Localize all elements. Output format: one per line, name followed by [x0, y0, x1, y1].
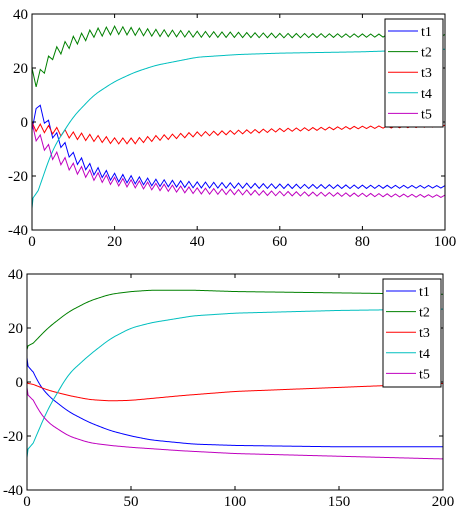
x-tick-label: 80 [355, 234, 370, 250]
x-tick-label: 20 [107, 234, 122, 250]
series-line-t4 [27, 308, 443, 458]
series-line-t3 [32, 121, 445, 145]
y-tick-label: -20 [8, 169, 28, 185]
y-tick-label: 20 [13, 61, 28, 77]
x-tick-label: 0 [23, 494, 31, 510]
series-group [32, 24, 445, 209]
legend-label-t4: t4 [419, 347, 430, 362]
legend: t1 t2 t3 t4 t5 [384, 18, 444, 128]
legend-box [384, 18, 444, 128]
x-tick-label: 40 [190, 234, 205, 250]
series-line-t5 [27, 387, 443, 460]
y-tick-label: -40 [3, 483, 23, 499]
axes-frame [31, 13, 446, 231]
legend-label-t2: t2 [419, 306, 430, 321]
series-line-t5 [32, 121, 445, 199]
series-line-t2 [32, 24, 445, 88]
x-tick-label: 200 [432, 494, 455, 510]
y-tick-label: 20 [8, 321, 23, 337]
x-tick-label: 60 [272, 234, 287, 250]
legend-label-t1: t1 [421, 25, 432, 40]
y-tick-label: 0 [21, 115, 29, 131]
chart-1: 0 20 40 60 80 100 -40 -20 0 20 40 t1 t2 t3 t4 t5 [8, 7, 456, 250]
y-tick-label: 40 [8, 267, 23, 283]
legend-box [382, 278, 442, 388]
series-line-t1 [27, 357, 443, 448]
legend: t1 t2 t3 t4 t5 [382, 278, 442, 388]
x-tick-label: 0 [28, 234, 36, 250]
legend-label-t3: t3 [421, 66, 432, 81]
y-tick-label: 40 [13, 7, 28, 23]
legend-label-t4: t4 [421, 87, 432, 102]
x-tick-label: 50 [124, 494, 139, 510]
chart-2: 0 50 100 150 200 -40 -20 0 20 40 t1 t2 t3 t4 t5 [3, 267, 454, 510]
legend-label-t5: t5 [421, 107, 432, 122]
series-line-t2 [27, 289, 443, 350]
legend-label-t5: t5 [419, 367, 430, 382]
series-line-t4 [32, 48, 445, 209]
legend-label-t3: t3 [419, 326, 430, 341]
series-line-t1 [32, 104, 445, 190]
x-tick-label: 100 [434, 234, 457, 250]
y-tick-label: 0 [16, 375, 24, 391]
x-tick-label: 150 [328, 494, 351, 510]
y-tick-label: -40 [8, 223, 28, 239]
legend-label-t2: t2 [421, 46, 432, 61]
y-tick-label: -20 [3, 429, 23, 445]
x-tick-label: 100 [224, 494, 247, 510]
series-line-t3 [27, 381, 443, 402]
legend-label-t1: t1 [419, 285, 430, 300]
series-group [27, 289, 443, 460]
